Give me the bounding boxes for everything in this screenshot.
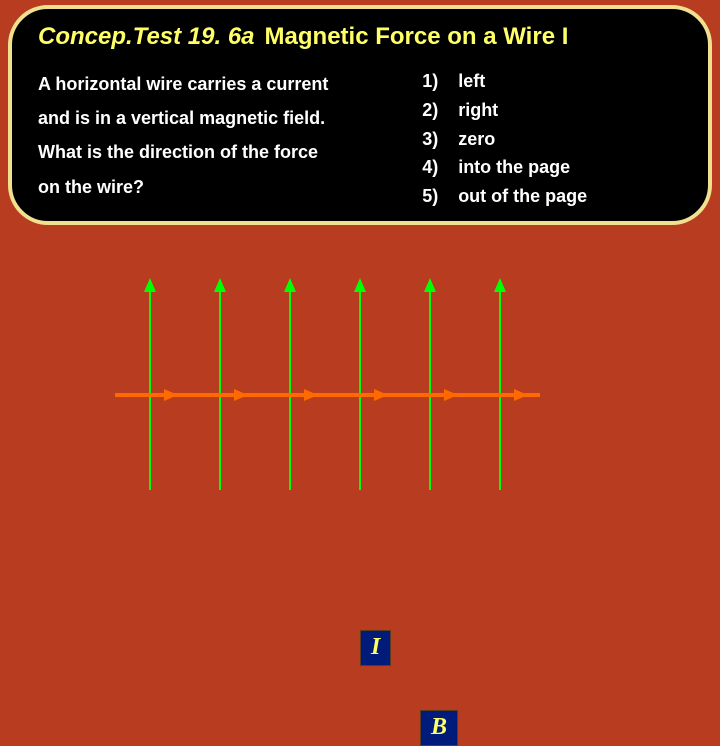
answer-text: zero <box>458 125 495 154</box>
answer-option: 4) into the page <box>422 153 682 182</box>
question-line: on the wire? <box>38 170 392 204</box>
answer-text: right <box>458 96 498 125</box>
title-row: Concep.Test 19. 6a Magnetic Force on a W… <box>38 23 682 51</box>
answer-text: into the page <box>458 153 570 182</box>
answer-text: left <box>458 67 485 96</box>
question-line: What is the direction of the force <box>38 135 392 169</box>
answer-option: 5) out of the page <box>422 182 682 211</box>
question-line: A horizontal wire carries a current <box>38 67 392 101</box>
diagram-svg <box>110 270 570 500</box>
title-main: Magnetic Force on a Wire I <box>265 23 569 51</box>
current-label: I <box>360 630 391 666</box>
question-text: A horizontal wire carries a current and … <box>38 67 392 211</box>
answer-option: 3) zero <box>422 125 682 154</box>
field-label: B <box>420 710 458 746</box>
answer-number: 3) <box>422 125 446 154</box>
answer-number: 1) <box>422 67 446 96</box>
answer-number: 4) <box>422 153 446 182</box>
question-line: and is in a vertical magnetic field. <box>38 101 392 135</box>
question-panel: Concep.Test 19. 6a Magnetic Force on a W… <box>8 5 712 225</box>
answer-number: 5) <box>422 182 446 211</box>
answer-option: 1) left <box>422 67 682 96</box>
content-row: A horizontal wire carries a current and … <box>38 67 682 211</box>
title-label: Concep.Test 19. 6a <box>38 23 255 51</box>
answers-list: 1) left 2) right 3) zero 4) into the pag… <box>422 67 682 211</box>
answer-text: out of the page <box>458 182 587 211</box>
answer-number: 2) <box>422 96 446 125</box>
answer-option: 2) right <box>422 96 682 125</box>
physics-diagram: I B <box>0 270 720 530</box>
